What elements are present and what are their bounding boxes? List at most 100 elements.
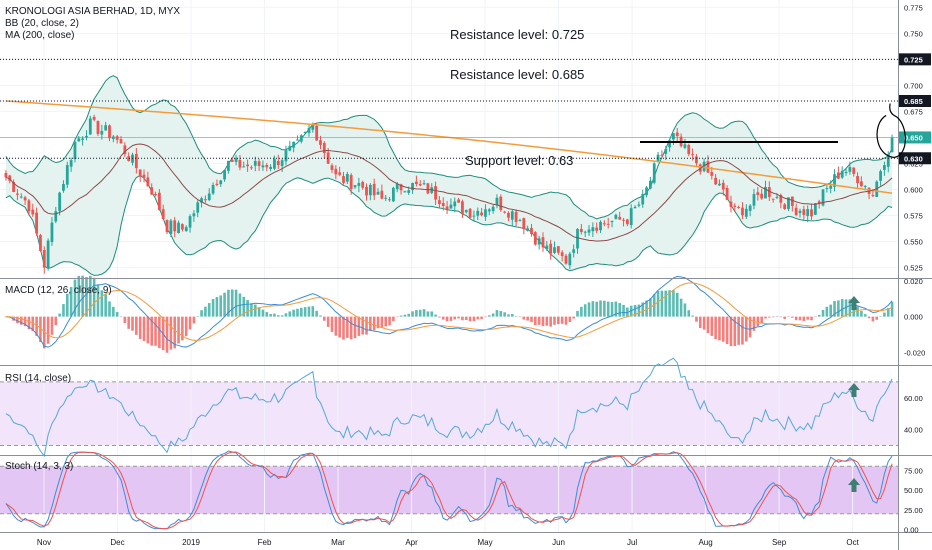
candle-body	[349, 175, 353, 190]
user-drawings[interactable]	[640, 103, 906, 492]
macd-histogram-bar	[77, 275, 81, 317]
candle-body	[645, 187, 648, 196]
candle-body	[476, 210, 480, 216]
macd-histogram-bar	[453, 316, 457, 320]
resistance-annotation-1[interactable]: Resistance level: 0.725	[450, 27, 584, 42]
macd-histogram-bar	[768, 316, 771, 318]
candle-body	[871, 194, 875, 197]
macd-histogram-bar	[710, 316, 714, 336]
time-tick-label: 2019	[182, 538, 200, 547]
macd-histogram-bar	[253, 304, 257, 317]
price-label-text: 0.650	[904, 133, 923, 142]
macd-histogram-bar	[123, 316, 127, 324]
macd-histogram-bar	[219, 295, 223, 317]
macd-histogram-bar	[660, 290, 664, 317]
macd-histogram-bar	[737, 316, 740, 345]
macd-histogram-bar	[234, 289, 238, 317]
candle-body	[411, 183, 414, 191]
candle-body	[342, 176, 345, 183]
candle-body	[296, 139, 299, 141]
candle-body	[503, 211, 507, 213]
candle-body	[250, 167, 253, 169]
bb-lower-line	[5, 174, 893, 276]
resistance-annotation-2[interactable]: Resistance level: 0.685	[450, 67, 584, 82]
macd-histogram-bar	[438, 316, 441, 318]
candle-body	[472, 215, 476, 217]
stoch-d-line	[5, 451, 893, 530]
time-tick-label: Mar	[331, 538, 345, 547]
macd-tick-label: -0.020	[904, 348, 925, 357]
candle-body	[668, 140, 671, 148]
price-tick-label: 0.675	[904, 107, 923, 116]
macd-histogram-bar	[50, 316, 54, 335]
candle-body	[445, 206, 449, 210]
macd-histogram-bar	[326, 316, 330, 327]
macd-histogram-bar	[867, 316, 871, 319]
macd-histogram-bar	[614, 301, 618, 317]
rsi-legend[interactable]: RSI (14, close)	[5, 373, 71, 384]
candle-body	[714, 177, 718, 185]
macd-histogram-bar	[530, 316, 533, 323]
macd-histogram-bar	[802, 316, 806, 322]
candle-body	[35, 212, 39, 234]
candle-body	[491, 206, 495, 211]
macd-histogram-bar	[323, 316, 326, 321]
time-tick-label: Jun	[552, 538, 565, 547]
ma-legend[interactable]: MA (200, close)	[5, 30, 74, 41]
macd-histogram-bar	[564, 316, 568, 325]
candle-body	[361, 181, 365, 188]
price-tick-label: 0.525	[904, 264, 923, 273]
macd-histogram-bar	[399, 315, 403, 317]
macd-histogram-bar	[119, 316, 123, 318]
macd-histogram-bar	[211, 299, 215, 317]
candle-body	[4, 172, 8, 178]
macd-histogram-bar	[112, 306, 115, 317]
macd-histogram-bar	[142, 316, 146, 341]
time-tick-label: Sep	[772, 538, 787, 547]
macd-histogram-bar	[35, 316, 38, 336]
candle-body	[879, 171, 882, 181]
candle-body	[775, 196, 779, 198]
macd-histogram-bar	[829, 304, 833, 317]
macd-histogram-bar	[349, 316, 353, 340]
macd-histogram-bar	[518, 316, 522, 318]
macd-histogram-bar	[691, 315, 694, 317]
macd-legend[interactable]: MACD (12, 26, close, 9)	[5, 285, 112, 296]
candle-body	[718, 183, 721, 186]
time-tick-label: Nov	[37, 538, 51, 547]
stoch-legend[interactable]: Stoch (14, 3, 3)	[5, 461, 73, 472]
macd-histogram-bar	[380, 316, 384, 328]
candle-body	[767, 187, 771, 197]
candle-body	[115, 136, 119, 140]
support-annotation[interactable]: Support level: 0.63	[465, 153, 573, 168]
chart-title: KRONOLOGI ASIA BERHAD, 1D, MYX	[5, 6, 180, 17]
macd-histogram-bar	[760, 316, 763, 324]
candle-body	[614, 214, 618, 219]
price-tick-label: 0.775	[904, 3, 923, 12]
candle-body	[660, 154, 664, 156]
macd-histogram-bar	[392, 316, 395, 322]
candle-body	[414, 181, 418, 185]
candle-body	[315, 125, 319, 141]
candle-body	[840, 170, 844, 178]
bb-legend[interactable]: BB (20, close, 2)	[5, 18, 79, 29]
candle-body	[656, 154, 660, 162]
macd-histogram-bar	[599, 300, 602, 317]
macd-histogram-bar	[756, 316, 760, 327]
macd-histogram-bar	[138, 316, 142, 339]
macd-histogram-bar	[230, 289, 234, 317]
candle-body	[441, 203, 445, 207]
candle-body	[779, 194, 783, 203]
macd-histogram-bar	[54, 316, 58, 326]
candle-body	[223, 169, 226, 180]
macd-histogram-bar	[434, 314, 437, 317]
candle-body	[265, 165, 269, 168]
candle-body	[173, 220, 177, 232]
candle-body	[886, 154, 890, 167]
macd-histogram-bar	[338, 316, 341, 338]
macd-series	[4, 275, 894, 353]
macd-histogram-bar	[73, 279, 77, 317]
candle-body	[606, 223, 610, 225]
rsi-band	[0, 381, 898, 446]
